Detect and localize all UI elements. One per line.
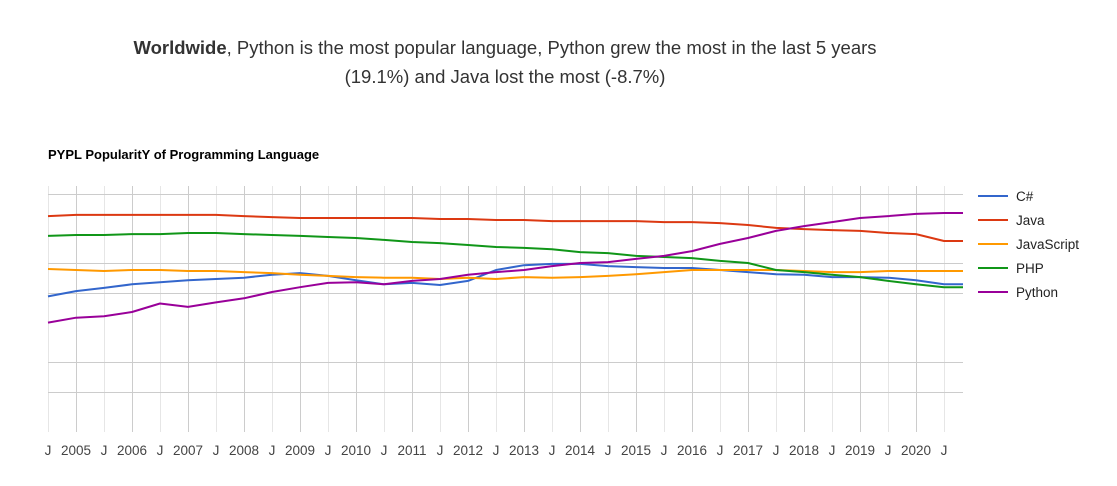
x-tick-label: J bbox=[269, 443, 276, 458]
legend-item[interactable]: Java bbox=[978, 208, 1079, 232]
series-line-csharp bbox=[47, 262, 963, 298]
series-line-python bbox=[47, 212, 963, 324]
x-tick-label: J bbox=[941, 443, 948, 458]
legend-swatch bbox=[978, 290, 1008, 294]
headline: Worldwide, Python is the most popular la… bbox=[0, 33, 1010, 91]
legend-swatch bbox=[978, 266, 1008, 270]
legend-label: Java bbox=[1016, 212, 1045, 228]
x-tick-label: J bbox=[717, 443, 724, 458]
x-tick-label: 2015 bbox=[621, 443, 651, 458]
x-tick-label: 2016 bbox=[677, 443, 707, 458]
x-tick-label: 2018 bbox=[789, 443, 819, 458]
x-tick-label: 2019 bbox=[845, 443, 875, 458]
legend-item[interactable]: Python bbox=[978, 280, 1079, 304]
x-tick-label: J bbox=[661, 443, 668, 458]
x-tick-label: J bbox=[829, 443, 836, 458]
legend-swatch bbox=[978, 218, 1008, 222]
legend-label: C# bbox=[1016, 188, 1034, 204]
legend-item[interactable]: C# bbox=[978, 184, 1079, 208]
x-tick-label: J bbox=[381, 443, 388, 458]
series-line-javascript bbox=[47, 268, 963, 280]
x-tick-label: J bbox=[605, 443, 612, 458]
series-line-php bbox=[47, 232, 963, 289]
x-tick-label: J bbox=[437, 443, 444, 458]
chart-title: PYPL PopularitY of Programming Language bbox=[48, 147, 320, 162]
x-tick-label: 2020 bbox=[901, 443, 931, 458]
x-tick-label: 2006 bbox=[117, 443, 147, 458]
headline-text: , Python is the most popular language, P… bbox=[226, 37, 877, 58]
legend-swatch bbox=[978, 242, 1008, 246]
x-tick-label: J bbox=[773, 443, 780, 458]
x-tick-label: 2013 bbox=[509, 443, 539, 458]
x-tick-label: J bbox=[493, 443, 500, 458]
legend-label: JavaScript bbox=[1016, 236, 1080, 252]
headline-region: Worldwide bbox=[133, 37, 227, 58]
legend-label: Python bbox=[1016, 284, 1059, 300]
x-tick-label: 2017 bbox=[733, 443, 763, 458]
legend-swatch bbox=[978, 194, 1008, 198]
x-axis-labels: J 2005 J 2006 J 2007 J 2008 J 2009 J 2010 J 2011 J 2012… bbox=[45, 443, 948, 458]
x-tick-label: 2012 bbox=[453, 443, 483, 458]
x-tick-label: 2007 bbox=[173, 443, 203, 458]
headline-line-2: (19.1%) and Java lost the most (-8.7%) bbox=[344, 66, 666, 87]
x-tick-label: J bbox=[45, 443, 52, 458]
x-tick-label: J bbox=[325, 443, 332, 458]
x-tick-label: J bbox=[213, 443, 220, 458]
x-tick-label: 2005 bbox=[61, 443, 91, 458]
legend: C# Java JavaScript PHP Python bbox=[978, 184, 1079, 304]
x-tick-label: 2009 bbox=[285, 443, 315, 458]
x-tick-label: J bbox=[549, 443, 556, 458]
x-tick-label: 2008 bbox=[229, 443, 259, 458]
series-lines bbox=[47, 212, 963, 324]
x-tick-label: J bbox=[157, 443, 164, 458]
x-tick-label: 2014 bbox=[565, 443, 596, 458]
x-tick-label: J bbox=[885, 443, 892, 458]
x-tick-label: J bbox=[101, 443, 108, 458]
headline-line-1: Worldwide, Python is the most popular la… bbox=[0, 33, 1010, 62]
series-line-java bbox=[47, 213, 963, 242]
legend-item[interactable]: JavaScript bbox=[978, 232, 1079, 256]
x-tick-label: 2011 bbox=[397, 443, 426, 458]
legend-item[interactable]: PHP bbox=[978, 256, 1079, 280]
gridlines bbox=[48, 186, 963, 432]
x-tick-label: 2010 bbox=[341, 443, 371, 458]
legend-label: PHP bbox=[1016, 260, 1044, 276]
